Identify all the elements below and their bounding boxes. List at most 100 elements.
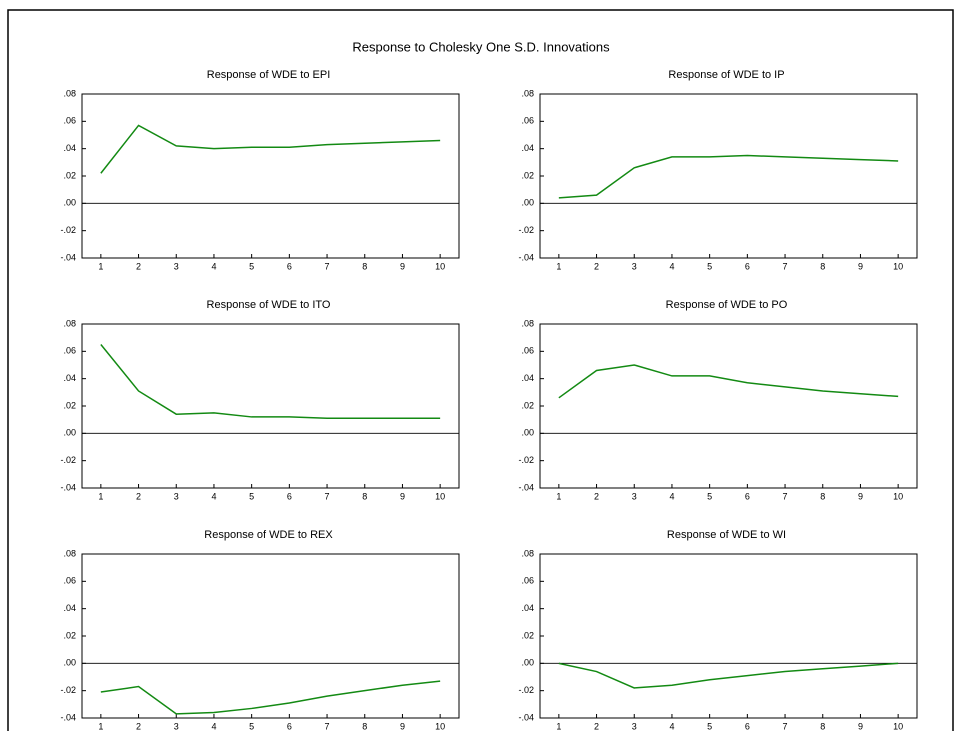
x-tick-label: 5 bbox=[707, 261, 712, 271]
y-tick-label: .06 bbox=[63, 576, 76, 586]
x-tick-label: 9 bbox=[858, 261, 863, 271]
x-tick-label: 6 bbox=[745, 261, 750, 271]
x-tick-label: 8 bbox=[820, 261, 825, 271]
y-tick-label: .02 bbox=[63, 630, 76, 640]
x-tick-label: 10 bbox=[435, 261, 445, 271]
y-tick-label: -.02 bbox=[518, 225, 534, 235]
x-tick-label: 2 bbox=[136, 261, 141, 271]
x-tick-label: 9 bbox=[400, 261, 405, 271]
background bbox=[0, 0, 957, 731]
x-tick-label: 1 bbox=[556, 261, 561, 271]
x-tick-label: 7 bbox=[783, 491, 788, 501]
panel-title: Response of WDE to IP bbox=[668, 69, 784, 81]
y-tick-label: .02 bbox=[521, 400, 534, 410]
x-tick-label: 5 bbox=[249, 261, 254, 271]
y-tick-label: -.04 bbox=[60, 482, 76, 492]
x-tick-label: 1 bbox=[556, 491, 561, 501]
x-tick-label: 7 bbox=[325, 721, 330, 731]
y-tick-label: .08 bbox=[63, 88, 76, 98]
x-tick-label: 3 bbox=[174, 261, 179, 271]
x-tick-label: 9 bbox=[858, 721, 863, 731]
figure: Response to Cholesky One S.D. Innovation… bbox=[0, 0, 957, 731]
y-tick-label: .06 bbox=[63, 116, 76, 126]
x-tick-label: 5 bbox=[707, 491, 712, 501]
x-tick-label: 3 bbox=[632, 491, 637, 501]
y-tick-label: .04 bbox=[521, 603, 534, 613]
x-tick-label: 3 bbox=[174, 721, 179, 731]
panel-title: Response of WDE to WI bbox=[667, 529, 786, 541]
x-tick-label: 1 bbox=[98, 261, 103, 271]
y-tick-label: -.02 bbox=[60, 455, 76, 465]
panel-title: Response of WDE to PO bbox=[666, 299, 788, 311]
y-tick-label: .02 bbox=[63, 400, 76, 410]
panel-title: Response of WDE to ITO bbox=[207, 299, 331, 311]
x-tick-label: 1 bbox=[98, 721, 103, 731]
y-tick-label: .04 bbox=[63, 603, 76, 613]
y-tick-label: .08 bbox=[63, 318, 76, 328]
y-tick-label: .08 bbox=[521, 548, 534, 558]
x-tick-label: 10 bbox=[893, 491, 903, 501]
x-tick-label: 4 bbox=[669, 261, 674, 271]
y-tick-label: .00 bbox=[521, 428, 534, 438]
x-tick-label: 4 bbox=[669, 491, 674, 501]
y-tick-label: -.04 bbox=[518, 712, 534, 722]
y-tick-label: -.02 bbox=[60, 225, 76, 235]
x-tick-label: 1 bbox=[556, 721, 561, 731]
y-tick-label: .06 bbox=[521, 576, 534, 586]
x-tick-label: 4 bbox=[211, 261, 216, 271]
x-tick-label: 7 bbox=[783, 721, 788, 731]
y-tick-label: .08 bbox=[63, 548, 76, 558]
x-tick-label: 8 bbox=[820, 491, 825, 501]
y-tick-label: .06 bbox=[521, 346, 534, 356]
y-tick-label: .06 bbox=[521, 116, 534, 126]
x-tick-label: 5 bbox=[249, 491, 254, 501]
y-tick-label: .00 bbox=[63, 428, 76, 438]
y-tick-label: .04 bbox=[521, 143, 534, 153]
y-tick-label: .00 bbox=[63, 658, 76, 668]
x-tick-label: 5 bbox=[249, 721, 254, 731]
x-tick-label: 9 bbox=[400, 491, 405, 501]
x-tick-label: 7 bbox=[783, 261, 788, 271]
x-tick-label: 8 bbox=[362, 491, 367, 501]
y-tick-label: -.04 bbox=[60, 712, 76, 722]
y-tick-label: -.04 bbox=[60, 252, 76, 262]
y-tick-label: .02 bbox=[521, 630, 534, 640]
panel-title: Response of WDE to EPI bbox=[207, 69, 331, 81]
x-tick-label: 6 bbox=[287, 721, 292, 731]
x-tick-label: 6 bbox=[287, 491, 292, 501]
x-tick-label: 3 bbox=[174, 491, 179, 501]
panel-title: Response of WDE to REX bbox=[204, 529, 333, 541]
x-tick-label: 10 bbox=[893, 261, 903, 271]
x-tick-label: 10 bbox=[435, 721, 445, 731]
x-tick-label: 9 bbox=[400, 721, 405, 731]
y-tick-label: .08 bbox=[521, 88, 534, 98]
x-tick-label: 10 bbox=[435, 491, 445, 501]
y-tick-label: .02 bbox=[63, 170, 76, 180]
x-tick-label: 4 bbox=[669, 721, 674, 731]
y-tick-label: .08 bbox=[521, 318, 534, 328]
y-tick-label: -.02 bbox=[60, 685, 76, 695]
x-tick-label: 1 bbox=[98, 491, 103, 501]
x-tick-label: 2 bbox=[136, 491, 141, 501]
y-tick-label: -.02 bbox=[518, 455, 534, 465]
x-tick-label: 8 bbox=[362, 261, 367, 271]
x-tick-label: 5 bbox=[707, 721, 712, 731]
x-tick-label: 6 bbox=[745, 721, 750, 731]
x-tick-label: 2 bbox=[594, 721, 599, 731]
y-tick-label: .00 bbox=[521, 658, 534, 668]
y-tick-label: -.02 bbox=[518, 685, 534, 695]
y-tick-label: .04 bbox=[63, 373, 76, 383]
x-tick-label: 10 bbox=[893, 721, 903, 731]
x-tick-label: 6 bbox=[745, 491, 750, 501]
x-tick-label: 6 bbox=[287, 261, 292, 271]
x-tick-label: 2 bbox=[136, 721, 141, 731]
x-tick-label: 3 bbox=[632, 261, 637, 271]
y-tick-label: .06 bbox=[63, 346, 76, 356]
x-tick-label: 2 bbox=[594, 491, 599, 501]
x-tick-label: 9 bbox=[858, 491, 863, 501]
x-tick-label: 2 bbox=[594, 261, 599, 271]
y-tick-label: -.04 bbox=[518, 482, 534, 492]
x-tick-label: 7 bbox=[325, 491, 330, 501]
y-tick-label: .04 bbox=[521, 373, 534, 383]
y-tick-label: -.04 bbox=[518, 252, 534, 262]
